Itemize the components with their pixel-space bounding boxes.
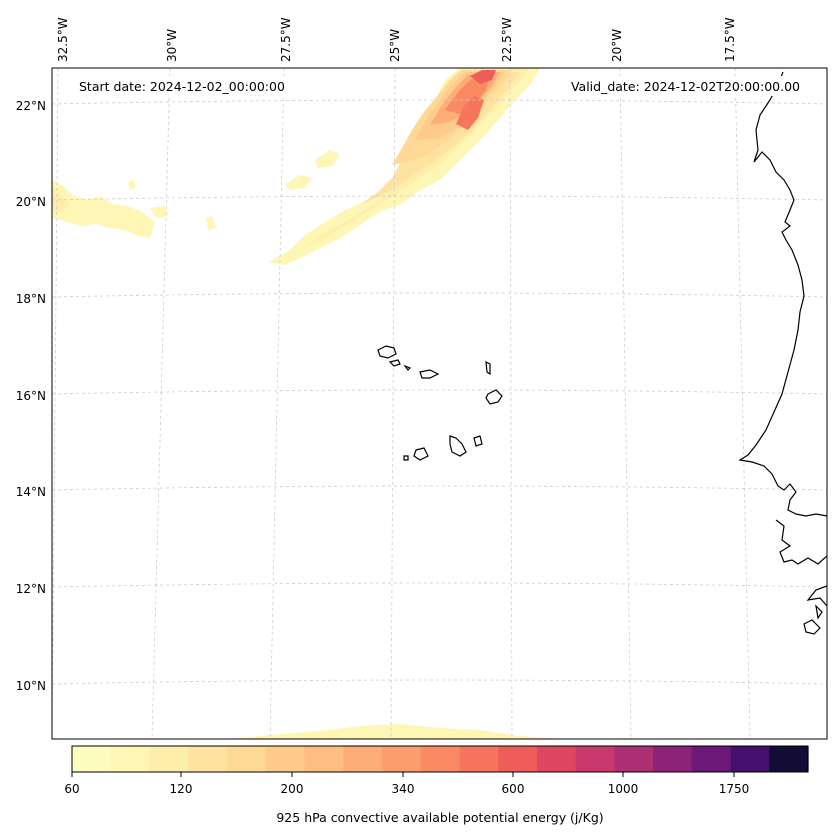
africa-coastline: [738, 71, 827, 517]
island-maio: [473, 435, 483, 447]
cape-south-fringe: [230, 724, 560, 739]
island-sao-vicente: [388, 359, 401, 367]
colorbar-segment: [110, 746, 151, 772]
cape-level-8: [456, 96, 484, 130]
colorbar-segment: [730, 746, 770, 772]
valid-date-text: Valid_date: 2024-12-02T20:00:00.00: [571, 79, 800, 94]
coast-islet: [803, 619, 821, 635]
colorbar-segment: [691, 746, 732, 772]
colorbar-segment: [420, 746, 460, 772]
coast-segment: [775, 519, 827, 565]
colorbar-segment: [149, 746, 189, 772]
colorbar-ticks: 60 120 200 340 600 1000 1750: [64, 772, 749, 796]
colorbar-tick-label: 600: [502, 782, 525, 796]
lat-label: 22°N: [16, 99, 46, 113]
start-date-text: Start date: 2024-12-02_00:00:00: [79, 79, 285, 94]
lat-label: 14°N: [16, 485, 46, 499]
colorbar-segment: [72, 746, 112, 772]
coastlines: [377, 71, 827, 635]
island-santa-luzia: [403, 364, 412, 371]
gridlines: [52, 68, 827, 739]
island-santo-antao: [377, 345, 397, 359]
lon-label: 25°W: [388, 29, 402, 62]
lat-label: 12°N: [16, 582, 46, 596]
colorbar-segment: [381, 746, 422, 772]
colorbar-segment: [536, 746, 577, 772]
coast-islet: [815, 604, 823, 620]
lat-label: 10°N: [16, 679, 46, 693]
cape-cell: [315, 150, 340, 168]
colorbar-label: 925 hPa convective available potential e…: [276, 810, 603, 825]
lat-label: 18°N: [16, 292, 46, 306]
island-brava: [403, 455, 409, 461]
island-sao-nicolau: [419, 369, 440, 379]
coast-segment: [806, 585, 827, 607]
lat-label: 16°N: [16, 389, 46, 403]
cape-west-patch: [52, 180, 155, 238]
lon-label: 22.5°W: [500, 17, 514, 62]
lat-label: 20°N: [16, 195, 46, 209]
colorbar-tick-label: 1750: [719, 782, 750, 796]
island-sal: [485, 360, 491, 376]
colorbar-tick-label: 1000: [608, 782, 639, 796]
colorbar-segment: [614, 746, 654, 772]
lon-label: 30°W: [165, 29, 179, 62]
colorbar-tick-label: 120: [170, 782, 193, 796]
colorbar-segment: [188, 746, 228, 772]
cape-cell: [150, 206, 168, 218]
island-santiago: [449, 435, 467, 457]
colorbar-segment: [265, 746, 306, 772]
colorbar-tick-label: 200: [281, 782, 304, 796]
cape-level-7: [445, 74, 490, 114]
colorbar-segment: [459, 746, 499, 772]
colorbar-segment: [769, 746, 809, 772]
longitude-labels: 32.5°W 30°W 27.5°W 25°W 22.5°W 20°W 17.5…: [56, 17, 737, 62]
colorbar-segment: [226, 746, 267, 772]
colorbar-segment: [653, 746, 693, 772]
island-boa-vista: [485, 389, 503, 405]
lon-label: 32.5°W: [56, 17, 70, 62]
colorbar-segment: [498, 746, 538, 772]
colorbar-tick-label: 60: [64, 782, 79, 796]
colorbar-segment: [304, 746, 344, 772]
colorbar-segment: [343, 746, 383, 772]
lon-label: 27.5°W: [279, 17, 293, 62]
cape-level-9: [470, 70, 496, 84]
island-fogo: [413, 447, 429, 461]
lon-label: 20°W: [610, 29, 624, 62]
cape-cell: [206, 216, 216, 230]
cape-cell: [285, 175, 312, 190]
lon-label: 17.5°W: [723, 17, 737, 62]
start-date-box: [70, 76, 320, 96]
valid-date-box: [540, 76, 805, 96]
cape-contours: [52, 68, 560, 739]
colorbar-segment: [575, 746, 615, 772]
colorbar-frame: [71, 745, 809, 773]
cape-cell: [128, 180, 136, 190]
colorbar-tick-label: 340: [392, 782, 415, 796]
latitude-labels: 22°N 20°N 18°N 16°N 14°N 12°N 10°N: [16, 99, 46, 693]
colorbar: [72, 746, 809, 772]
map-frame: [51, 67, 828, 740]
